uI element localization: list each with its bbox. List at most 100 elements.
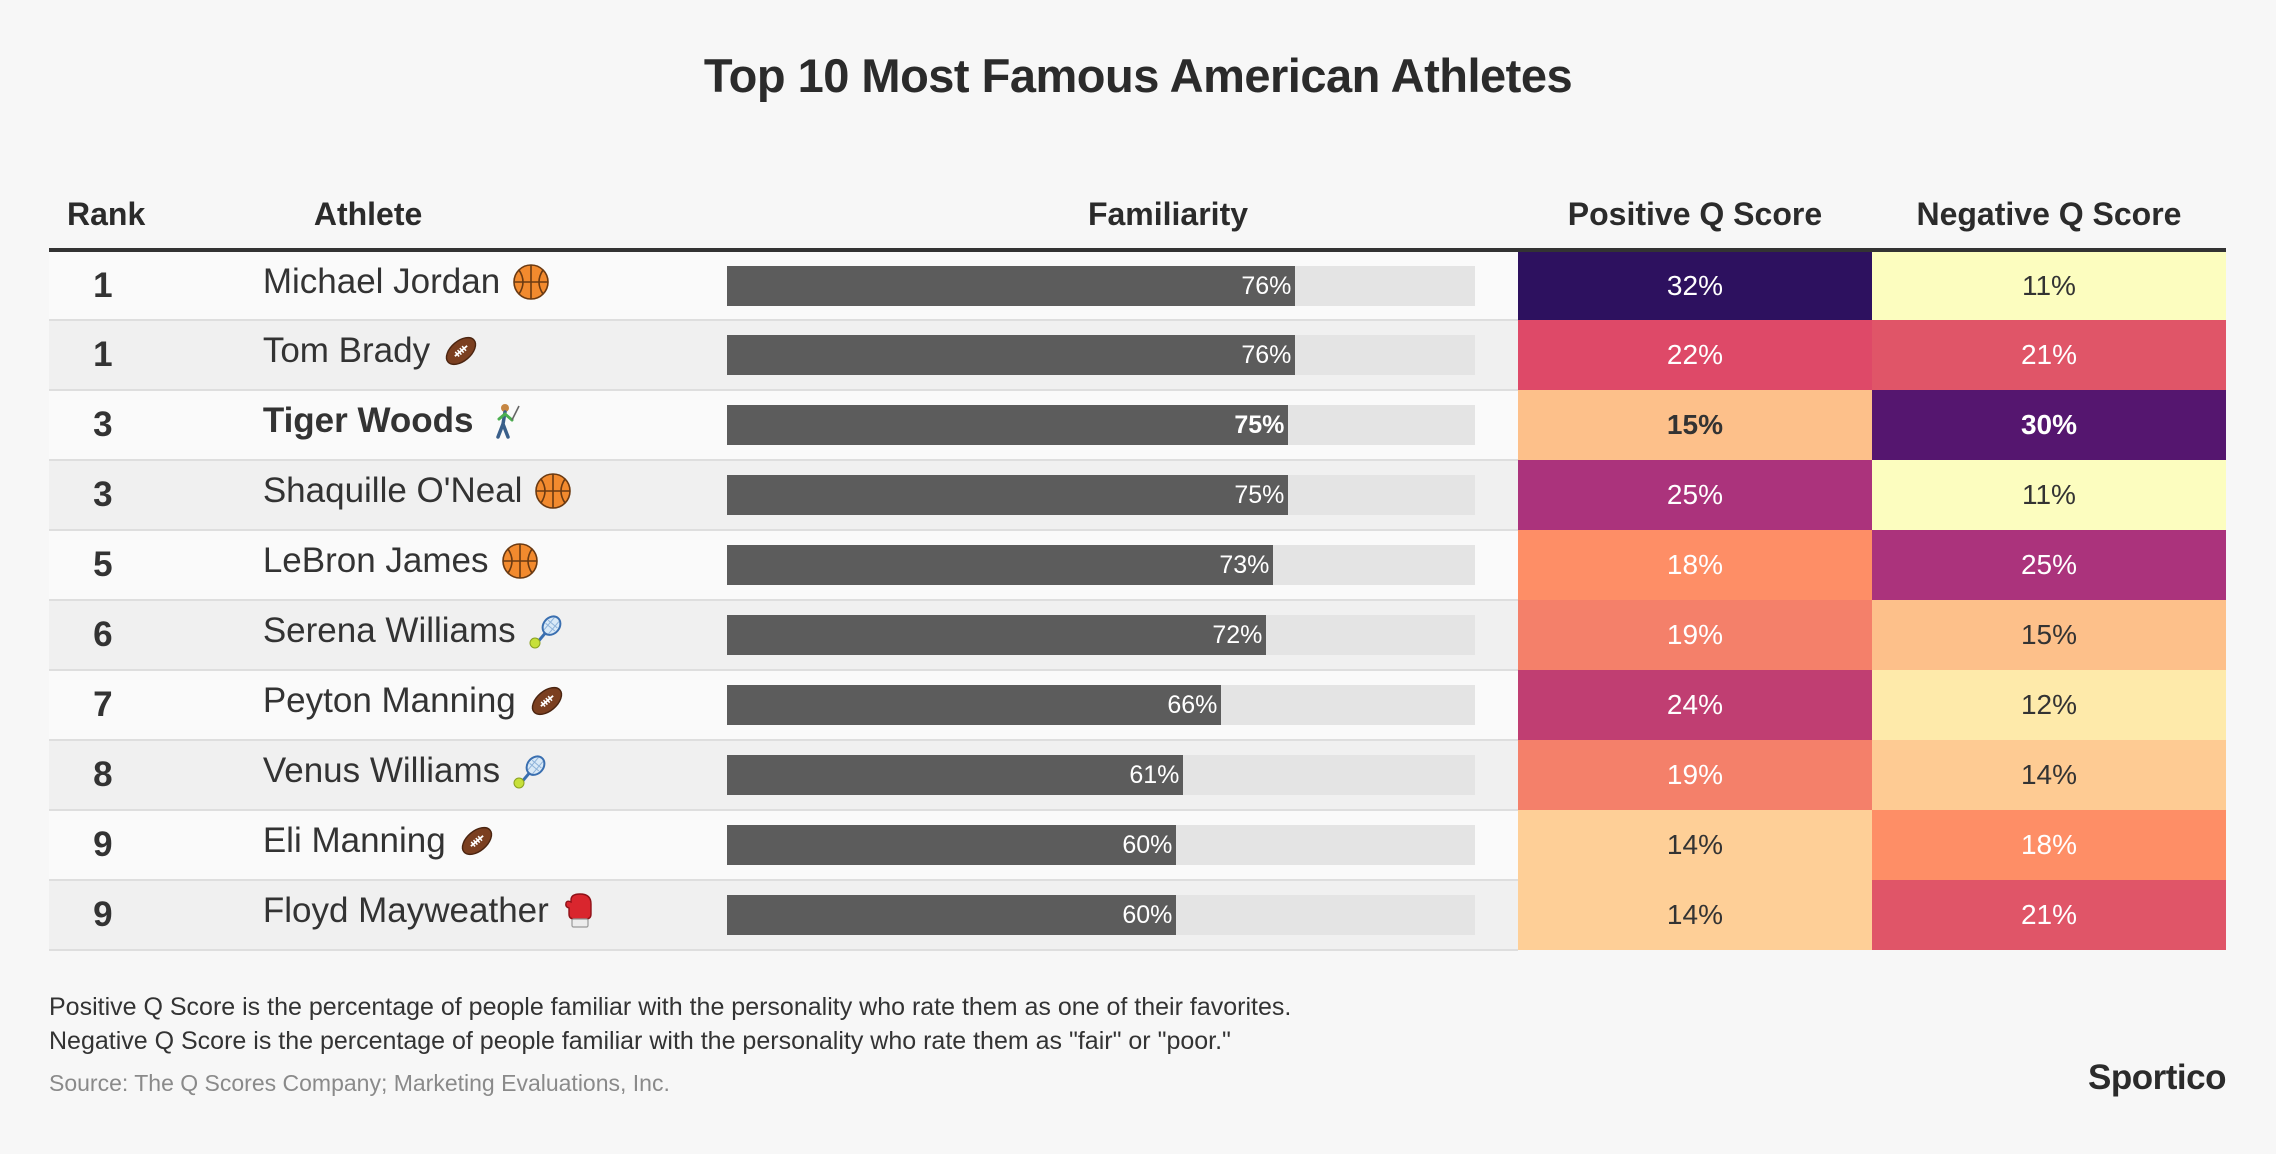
familiarity-bar: 76% — [727, 335, 1296, 375]
basketball-icon — [534, 472, 572, 519]
athlete-cell: Tiger Woods — [156, 390, 722, 461]
familiarity-header: Familiarity — [721, 180, 1495, 252]
familiarity-cell: 66% — [721, 670, 1495, 741]
rank-cell: 9 — [49, 810, 157, 881]
familiarity-label: 61% — [1129, 761, 1180, 789]
negative-q-cell: 21% — [1871, 320, 2226, 390]
familiarity-label: 76% — [1241, 271, 1292, 300]
table-row: 1 Tom Brady 76% 22% 21% — [49, 320, 2226, 391]
negative-q-header: Negative Q Score — [1871, 180, 2226, 252]
row-gap — [1494, 390, 1518, 461]
rank-cell: 5 — [49, 530, 157, 601]
familiarity-cell: 75% — [721, 390, 1495, 461]
athlete-cell: LeBron James — [156, 530, 722, 601]
negative-q-cell: 18% — [1871, 810, 2226, 880]
athlete-name: Peyton Manning — [262, 681, 516, 720]
athlete-cell: Shaquille O'Neal — [156, 460, 722, 531]
rank-cell: 3 — [49, 390, 157, 461]
athlete-name: LeBron James — [262, 541, 489, 580]
familiarity-bar-track: 66% — [727, 685, 1476, 725]
familiarity-label: 76% — [1241, 341, 1292, 369]
familiarity-label: 73% — [1219, 551, 1270, 579]
familiarity-bar-track: 75% — [727, 405, 1476, 445]
row-gap — [1494, 670, 1518, 741]
rank-cell: 1 — [49, 250, 157, 321]
familiarity-bar-track: 76% — [727, 335, 1476, 375]
familiarity-bar: 76% — [727, 265, 1296, 306]
table-row: 3 Tiger Woods 75% 15% 30% — [49, 390, 2226, 461]
familiarity-bar-track: 60% — [727, 825, 1476, 865]
footnote-positive: Positive Q Score is the percentage of pe… — [49, 993, 1292, 1021]
athlete-name: Shaquille O'Neal — [262, 471, 523, 510]
negative-q-cell: 15% — [1871, 600, 2226, 670]
familiarity-bar: 60% — [727, 825, 1177, 865]
positive-q-cell: 19% — [1517, 600, 1872, 670]
golfer-icon — [486, 402, 524, 449]
rank-cell: 1 — [49, 320, 157, 391]
familiarity-cell: 72% — [721, 600, 1495, 671]
familiarity-bar: 60% — [727, 895, 1177, 935]
row-gap — [1494, 320, 1518, 391]
table-row: 9 Eli Manning 60% 14% 18% — [49, 810, 2226, 881]
negative-q-cell: 21% — [1871, 880, 2226, 950]
athlete-name: Serena Williams — [262, 611, 516, 650]
rank-cell: 8 — [49, 740, 157, 811]
positive-q-cell: 15% — [1517, 390, 1872, 460]
positive-q-cell: 22% — [1517, 320, 1872, 390]
rank-header: Rank — [49, 180, 157, 252]
positive-q-cell: 25% — [1517, 460, 1872, 530]
familiarity-bar: 75% — [727, 405, 1289, 445]
tennis-icon — [528, 612, 566, 659]
positive-q-cell: 24% — [1517, 670, 1872, 740]
familiarity-bar: 61% — [727, 755, 1184, 795]
brand-logo: Sportico — [2088, 1058, 2226, 1097]
rank-cell: 6 — [49, 600, 157, 671]
familiarity-bar: 73% — [727, 545, 1274, 585]
boxing-glove-icon — [561, 892, 599, 939]
row-gap — [1494, 600, 1518, 671]
athlete-name: Michael Jordan — [262, 261, 501, 301]
familiarity-bar-track: 61% — [727, 755, 1476, 795]
familiarity-bar: 75% — [727, 475, 1289, 515]
positive-q-cell: 14% — [1517, 880, 1872, 950]
familiarity-label: 60% — [1122, 901, 1173, 929]
familiarity-bar-track: 72% — [727, 615, 1476, 655]
table-row: 8 Venus Williams 61% 19% 14% — [49, 740, 2226, 811]
chart-title: Top 10 Most Famous American Athletes — [703, 49, 1573, 102]
negative-q-cell: 30% — [1871, 390, 2226, 460]
table-row: 6 Serena Williams 72% 19% 15% — [49, 600, 2226, 671]
athlete-cell: Tom Brady — [156, 320, 722, 391]
positive-q-cell: 32% — [1517, 250, 1872, 320]
athlete-cell: Eli Manning — [156, 810, 722, 881]
tennis-icon — [512, 752, 550, 799]
athlete-header: Athlete — [156, 180, 722, 252]
row-gap — [1494, 460, 1518, 531]
athlete-name: Venus Williams — [262, 751, 501, 790]
familiarity-cell: 73% — [721, 530, 1495, 601]
positive-q-cell: 18% — [1517, 530, 1872, 600]
familiarity-bar-track: 73% — [727, 545, 1476, 585]
basketball-icon — [501, 542, 539, 589]
familiarity-label: 75% — [1234, 411, 1285, 439]
positive-q-header: Positive Q Score — [1517, 180, 1872, 252]
familiarity-bar: 66% — [727, 685, 1222, 725]
footnote-negative: Negative Q Score is the percentage of pe… — [49, 1027, 1231, 1055]
familiarity-cell: 76% — [721, 320, 1495, 391]
table-row: 7 Peyton Manning 66% 24% 12% — [49, 670, 2226, 741]
familiarity-cell: 60% — [721, 810, 1495, 881]
basketball-icon — [512, 263, 550, 310]
familiarity-label: 75% — [1234, 481, 1285, 509]
football-icon — [442, 332, 480, 379]
familiarity-bar-track: 76% — [727, 265, 1476, 306]
rank-cell: 9 — [49, 880, 157, 951]
row-gap — [1494, 250, 1518, 321]
table-row: 9 Floyd Mayweather 60% 14% 21% — [49, 880, 2226, 951]
positive-q-cell: 19% — [1517, 740, 1872, 810]
negative-q-cell: 12% — [1871, 670, 2226, 740]
positive-q-cell: 14% — [1517, 810, 1872, 880]
athletes-table: Rank Athlete Familiarity Positive Q Scor… — [49, 180, 2226, 951]
negative-q-cell: 25% — [1871, 530, 2226, 600]
negative-q-cell: 11% — [1871, 460, 2226, 530]
familiarity-bar-track: 75% — [727, 475, 1476, 515]
